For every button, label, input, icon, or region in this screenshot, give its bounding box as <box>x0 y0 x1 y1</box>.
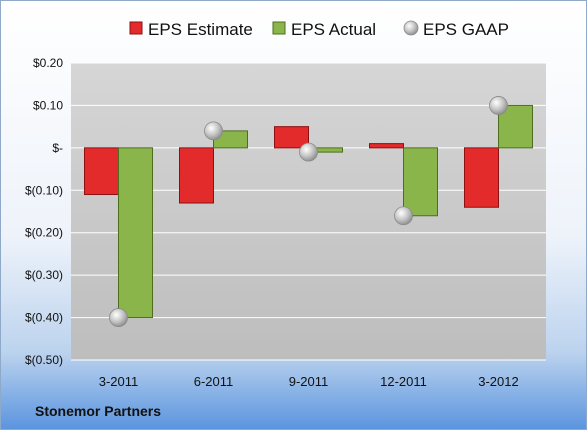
y-tick-label: $0.20 <box>33 56 63 70</box>
legend-swatch <box>129 21 143 35</box>
x-tick-label: 9-2011 <box>289 374 329 389</box>
x-tick-label: 3-2012 <box>478 374 518 389</box>
bar-eps-estimate <box>179 147 214 204</box>
legend-swatch <box>403 20 419 36</box>
y-tick-label: $(0.20) <box>25 226 63 240</box>
bar-eps-estimate <box>464 147 499 208</box>
legend-label: EPS Estimate <box>148 20 253 39</box>
y-tick-label: $- <box>52 141 63 155</box>
marker-eps-gaap <box>489 96 508 115</box>
y-tick-label: $(0.30) <box>25 268 63 282</box>
x-tick-label: 6-2011 <box>194 374 234 389</box>
marker-eps-gaap <box>204 121 223 141</box>
bar-eps-estimate <box>274 126 309 149</box>
company-label: Stonemor Partners <box>35 403 162 419</box>
legend-label: EPS Actual <box>291 20 376 39</box>
x-tick-label: 3-2011 <box>99 374 139 389</box>
legend-item: EPS Estimate <box>129 20 253 39</box>
y-axis-ticks: $0.20 $0.10 $- $(0.10) $(0.20) $(0.30) $(0.40)… <box>25 56 63 367</box>
bar-eps-actual <box>118 147 153 319</box>
bars <box>84 104 533 319</box>
bar-eps-estimate <box>369 143 404 149</box>
legend-item: EPS Actual <box>272 20 376 39</box>
bar-eps-estimate <box>84 147 119 196</box>
x-axis-ticks: 3-2011 6-2011 9-2011 12-2011 3-2012 <box>99 374 519 389</box>
marker-eps-gaap <box>299 142 318 162</box>
legend: EPS Estimate EPS Actual EPS GAAP <box>129 20 509 39</box>
y-tick-label: $(0.10) <box>25 183 63 197</box>
x-tick-label: 12-2011 <box>380 374 427 389</box>
marker-eps-gaap <box>109 308 128 327</box>
legend-item: EPS GAAP <box>403 20 509 39</box>
y-tick-label: $0.10 <box>33 98 63 112</box>
marker-eps-gaap <box>394 206 413 226</box>
bar-eps-actual <box>403 147 438 217</box>
y-tick-label: $(0.50) <box>25 353 63 367</box>
legend-swatch <box>272 21 286 35</box>
y-tick-label: $(0.40) <box>25 311 63 325</box>
gaap-markers <box>109 96 508 327</box>
legend-label: EPS GAAP <box>423 20 509 39</box>
